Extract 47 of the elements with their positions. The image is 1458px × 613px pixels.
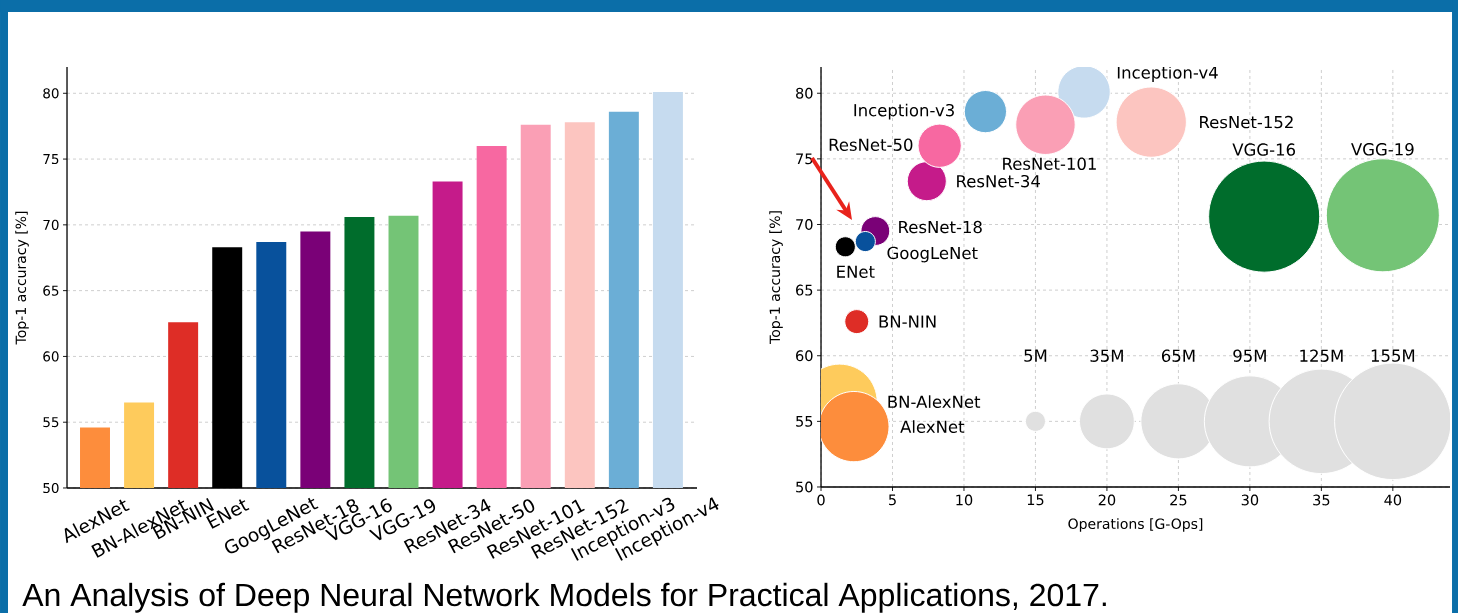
series-label: BN-AlexNet [888, 395, 981, 409]
y-tick-label: 60 [43, 351, 59, 362]
legend-label: 95M [1233, 349, 1266, 362]
series-label: ResNet-34 [957, 174, 1040, 188]
x-tick-label: 30 [1241, 494, 1259, 506]
x-tick-label: 0 [817, 494, 825, 506]
series-label: Inception-v3 [854, 103, 954, 120]
y-tick-label: 75 [43, 154, 59, 165]
series-label: BN-NIN [879, 315, 936, 328]
x-tick-label: 40 [1384, 494, 1402, 506]
series-label: ResNet-18 [899, 220, 982, 234]
legend-label: 155M [1371, 349, 1415, 362]
x-tick-label: 20 [1098, 494, 1116, 506]
legend-label: 5M [1024, 349, 1047, 362]
y-axis-title: Top-1 accuracy [%] [769, 211, 783, 344]
legend-label: 125M [1300, 349, 1343, 362]
y-tick-label: 65 [796, 284, 813, 296]
series-label: ENet [837, 265, 875, 278]
y-tick-label: 80 [43, 88, 59, 99]
legend-label: 65M [1161, 349, 1195, 362]
text: An Analysis of Deep Neural Network Models for Practical Applications, 2017. [22, 582, 1106, 613]
series-label: ResNet-50 [829, 138, 913, 151]
y-tick-label: 50 [43, 482, 59, 494]
y-tick-label: 60 [796, 350, 813, 362]
x-tick-label: 10 [956, 494, 973, 506]
x-tick-label: 5 [889, 494, 896, 506]
series-label: ResNet-101 [1003, 157, 1096, 170]
x-tick-label: 25 [1170, 494, 1187, 506]
series-label: Inception-v4 [1117, 65, 1218, 82]
y-tick-label: 75 [796, 153, 813, 165]
y-tick-label: 65 [43, 285, 59, 296]
y-tick-label: 55 [43, 417, 59, 428]
y-tick-label: 70 [43, 219, 59, 230]
y-tick-label: 50 [796, 481, 813, 493]
x-axis-title: Operations [G-Ops] [1068, 518, 1203, 532]
series-label: ResNet-152 [1200, 115, 1293, 129]
legend-label: 35M [1090, 349, 1123, 362]
series-label: VGG-19 [1351, 143, 1414, 156]
x-tick-label: 35 [1313, 494, 1330, 506]
y-tick-label: 70 [796, 219, 813, 230]
series-label: GoogLeNet [887, 246, 978, 263]
y-axis-title: Top-1 accuracy [%] [15, 211, 29, 345]
x-tick-label: 15 [1027, 494, 1044, 506]
y-tick-label: 80 [796, 87, 813, 99]
series-label: AlexNet [900, 420, 965, 433]
y-tick-label: 55 [796, 415, 813, 427]
series-label: VGG-16 [1232, 143, 1296, 156]
